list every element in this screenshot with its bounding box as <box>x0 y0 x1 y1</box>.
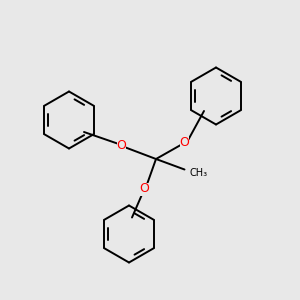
Text: O: O <box>117 139 126 152</box>
Text: O: O <box>180 136 189 149</box>
Text: CH₃: CH₃ <box>189 167 207 178</box>
Text: O: O <box>139 182 149 196</box>
